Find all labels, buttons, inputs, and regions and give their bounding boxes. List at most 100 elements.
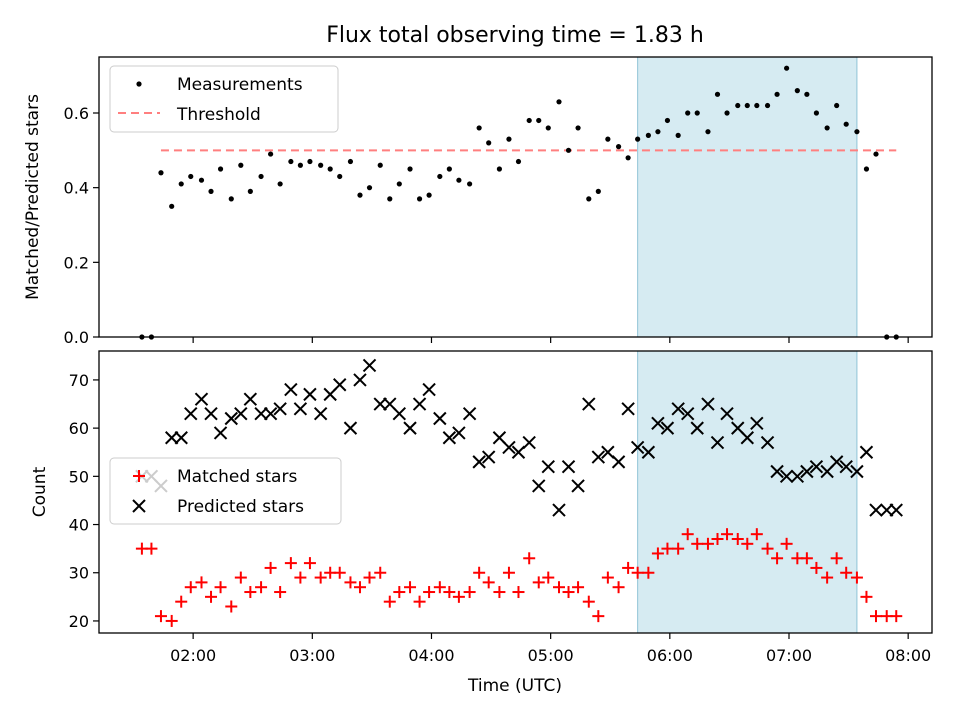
measurement-point	[813, 110, 820, 116]
matched-star-point	[721, 528, 734, 541]
matched-star-point	[681, 528, 694, 541]
predicted-star-point	[502, 440, 516, 455]
measurement-point	[744, 102, 750, 109]
matched-star-point	[691, 537, 704, 550]
measurement-point	[625, 155, 631, 161]
predicted-star-point	[571, 479, 585, 493]
matched-star-point	[473, 566, 486, 579]
measurement-point	[247, 188, 253, 194]
top-axes-frame	[98, 56, 933, 338]
legend-measurements-label: Measurements	[177, 75, 303, 95]
legend-predicted-marker	[132, 499, 146, 513]
bottom-x-ticks: 02:00 03:00 04:00 05:00 06:00 07:00 08:00	[170, 633, 931, 665]
measurement-point	[486, 140, 492, 146]
predicted-star-point	[701, 397, 715, 411]
measurement-point	[188, 173, 194, 180]
matched-star-point	[869, 610, 882, 623]
predicted-star-point	[362, 358, 377, 373]
measurement-point	[556, 99, 562, 105]
predicted-star-point	[184, 406, 198, 421]
matched-star-point	[701, 537, 714, 550]
matched-star-point	[612, 581, 625, 594]
matched-star-point	[562, 586, 575, 599]
predicted-star-point	[481, 450, 496, 464]
predicted-star-point	[343, 421, 358, 435]
predicted-star-point	[422, 382, 436, 397]
predicted-star-point	[522, 435, 536, 450]
matched-star-point	[532, 576, 545, 589]
legend-threshold-label: Threshold	[176, 105, 261, 125]
matched-star-point	[363, 571, 376, 584]
matched-star-point	[552, 581, 565, 594]
predicted-star-point	[809, 459, 824, 474]
predicted-star-point	[462, 406, 477, 421]
measurement-point	[694, 110, 700, 116]
x-tick-label: 05:00	[528, 646, 574, 665]
measurement-points	[139, 65, 899, 340]
x-tick-label: 07:00	[766, 646, 812, 665]
bottom-y-tick-label: 30	[69, 564, 89, 583]
measurement-point	[754, 102, 760, 109]
predicted-star-point	[254, 406, 268, 421]
measurement-point	[705, 129, 711, 135]
measurement-point	[476, 125, 482, 131]
predicted-star-point	[204, 406, 218, 421]
measurement-point	[178, 181, 184, 187]
measurement-point	[357, 192, 363, 198]
measurement-point	[873, 151, 879, 157]
predicted-star-point	[303, 387, 317, 402]
matched-star-point	[433, 581, 446, 594]
matched-star-point	[274, 586, 287, 599]
predicted-star-point	[333, 378, 347, 392]
measurement-point	[407, 166, 413, 172]
matched-star-point	[184, 581, 197, 594]
matched-star-point	[452, 590, 465, 603]
measurement-point	[217, 166, 224, 172]
matched-star-point	[423, 586, 436, 599]
bottom-y-axis-label: Count	[30, 466, 50, 517]
matched-star-point	[383, 595, 396, 608]
matched-star-point	[154, 610, 167, 623]
measurement-point	[655, 129, 661, 135]
predicted-star-point	[621, 402, 635, 416]
predicted-star-point	[889, 503, 903, 517]
predicted-star-point	[532, 479, 546, 493]
bottom-y-tick-label: 50	[69, 467, 89, 486]
measurement-point	[824, 125, 830, 131]
predicted-star-point	[779, 469, 794, 484]
predicted-star-point	[800, 464, 814, 479]
predicted-star-point	[582, 397, 596, 411]
measurement-point	[774, 91, 780, 97]
predicted-star-point	[273, 402, 287, 416]
matched-star-point	[255, 581, 268, 594]
measurement-point	[307, 158, 313, 165]
measurement-point	[714, 91, 721, 97]
matched-star-point	[622, 561, 635, 574]
measurement-point	[645, 132, 651, 138]
matched-star-point	[353, 581, 366, 594]
predicted-star-point	[403, 421, 417, 435]
predicted-star-point	[880, 503, 894, 517]
matched-star-point	[592, 610, 605, 623]
top-panel: Flux total observing time = 1.83 h 0.00.…	[23, 23, 933, 347]
legend-matched-label: Matched stars	[177, 467, 297, 487]
measurement-point	[854, 129, 860, 135]
matched-star-point	[631, 566, 644, 579]
matched-star-point	[780, 537, 793, 550]
predicted-star-point	[591, 450, 606, 464]
measurement-point	[565, 147, 572, 153]
bottom-legend-box	[109, 457, 342, 525]
bottom-legend: Matched stars Predicted stars	[109, 457, 342, 525]
legend-predicted-label: Predicted stars	[177, 497, 304, 517]
matched-star-point	[860, 590, 873, 603]
matched-star-point	[810, 561, 823, 574]
predicted-star-point	[234, 406, 248, 421]
measurement-point	[784, 65, 790, 71]
matched-star-point	[344, 576, 357, 589]
x-tick-label: 02:00	[170, 646, 216, 665]
matched-star-point	[523, 552, 536, 565]
matched-star-point	[234, 571, 247, 584]
measurement-point	[506, 136, 512, 142]
matched-star-point	[840, 566, 853, 579]
bottom-y-tick-label: 60	[69, 419, 89, 438]
